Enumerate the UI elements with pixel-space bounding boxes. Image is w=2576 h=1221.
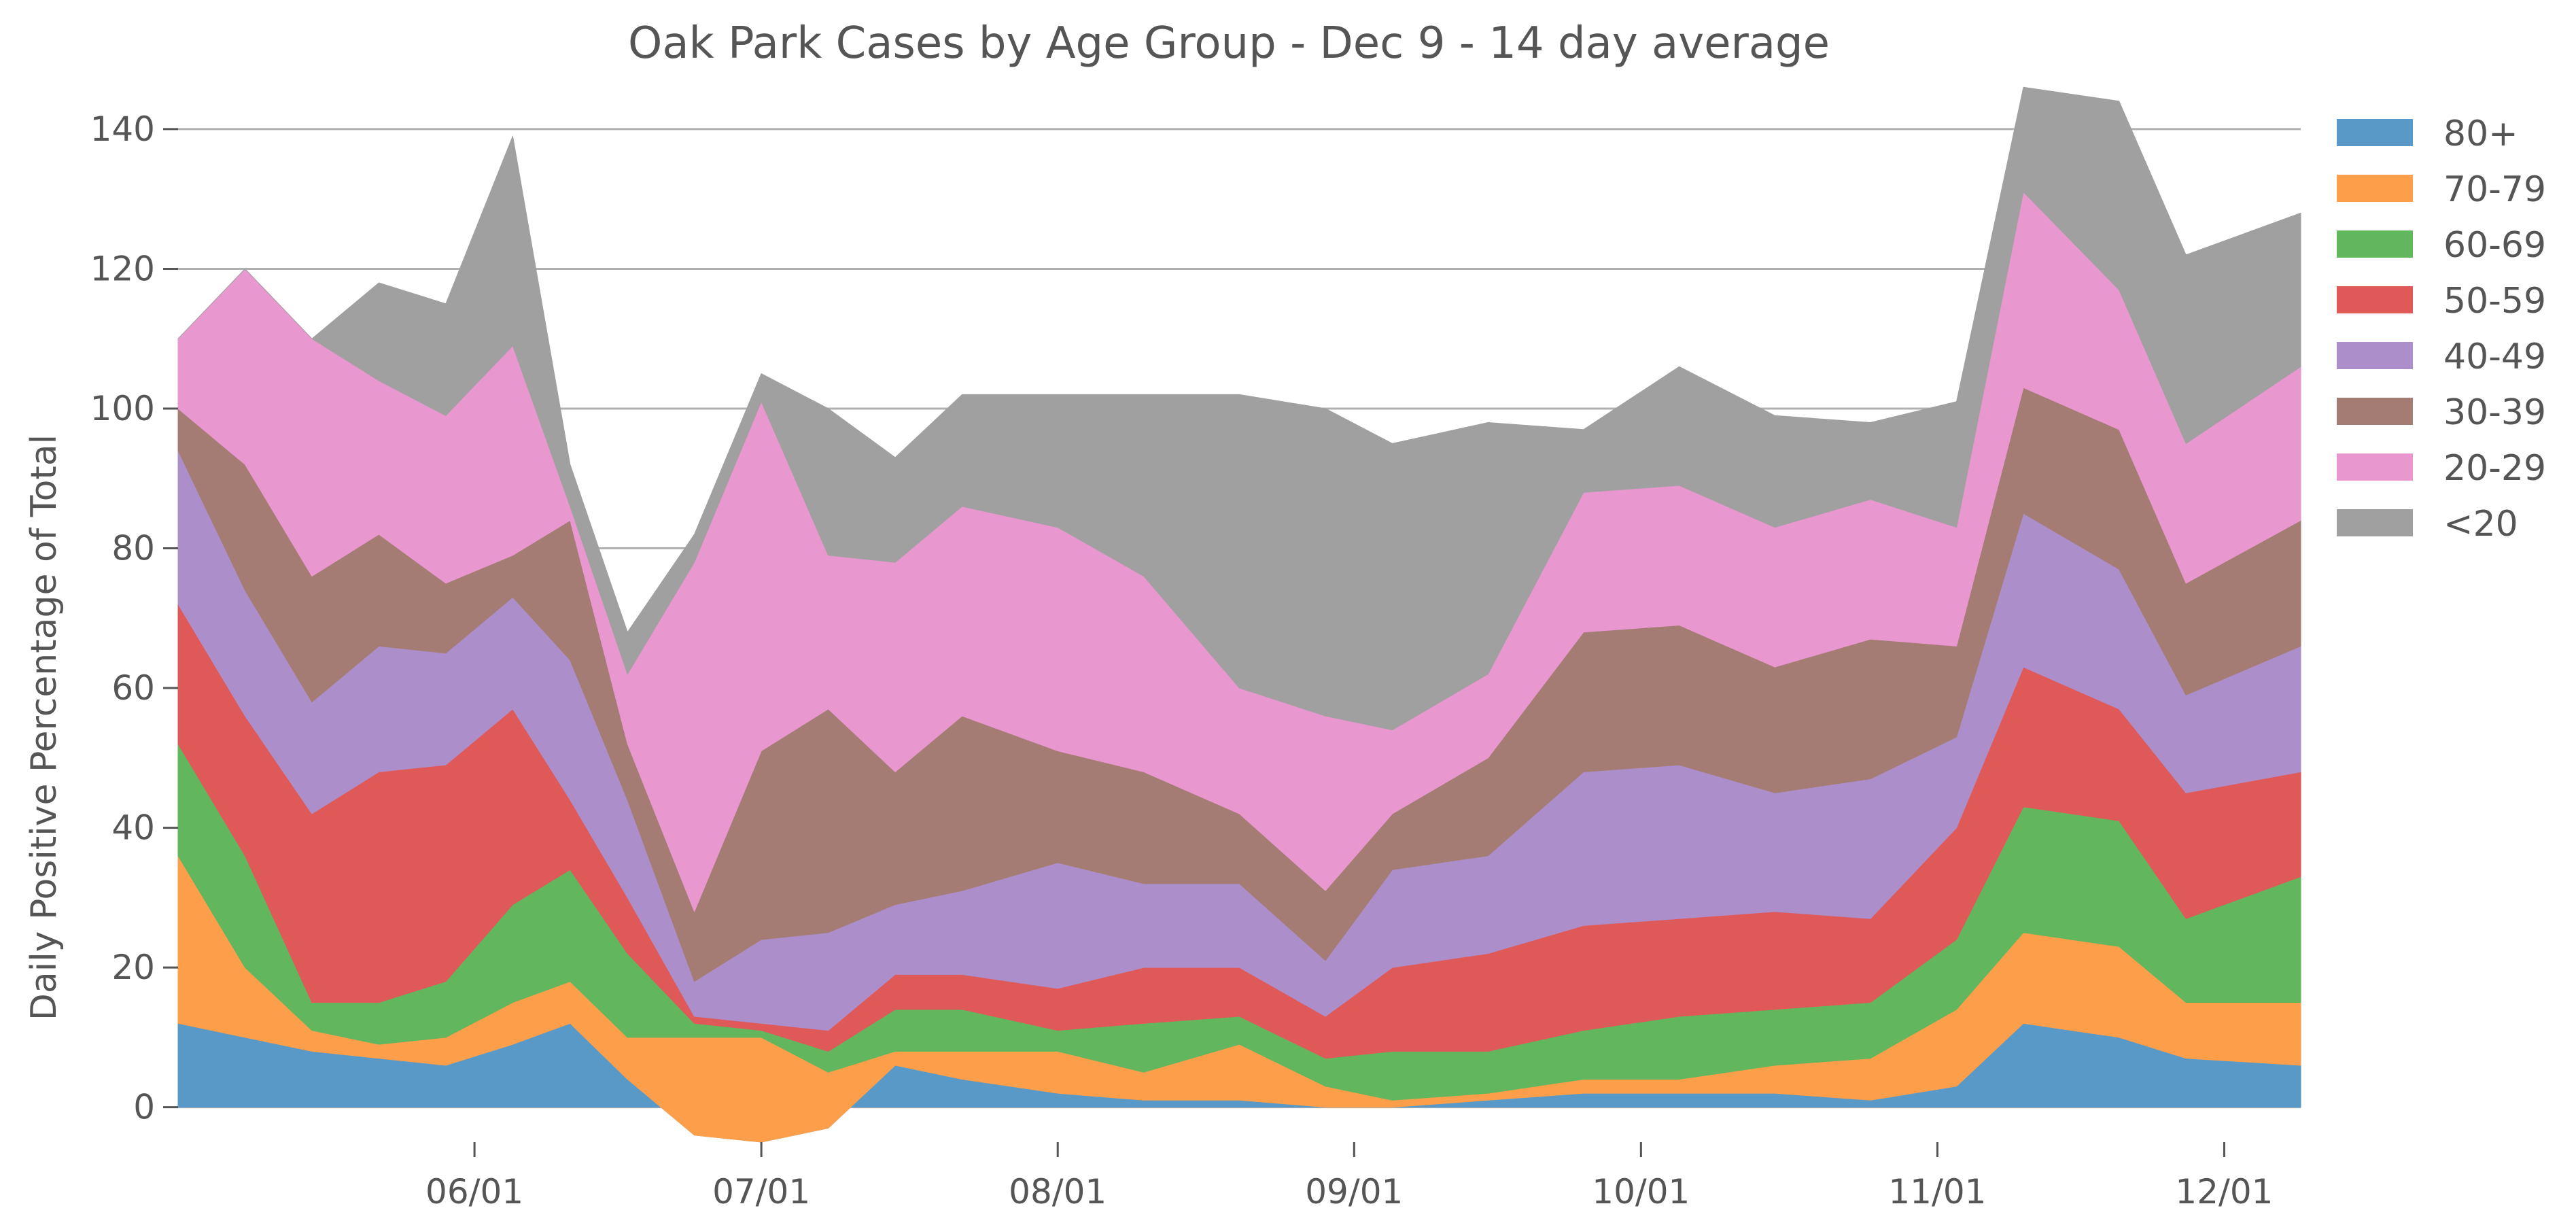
legend-swatch — [2337, 509, 2413, 536]
legend-item-30-39: 30-39 — [2337, 392, 2546, 433]
legend-label: 40-49 — [2443, 337, 2546, 377]
x-tick-label: 11/01 — [1888, 1172, 1986, 1211]
legend-swatch — [2337, 342, 2413, 369]
y-tick-label: 120 — [90, 249, 155, 288]
legend-label: 60-69 — [2443, 225, 2546, 266]
y-tick-label: 100 — [90, 389, 155, 428]
x-tick-label: 12/01 — [2175, 1172, 2273, 1211]
legend-item-50-59: 50-59 — [2337, 281, 2546, 322]
legend-item-20-29: 20-29 — [2337, 448, 2546, 489]
y-tick-label: 0 — [133, 1088, 155, 1127]
chart-legend: 80+ 70-79 60-69 50-59 40-49 30-39 20-29 <20 — [2337, 114, 2546, 545]
legend-item-60-69: 60-69 — [2337, 225, 2546, 266]
stacked-areas — [177, 86, 2301, 1143]
legend-item-80-plus: 80+ — [2337, 114, 2518, 154]
legend-label: 50-59 — [2443, 281, 2546, 322]
legend-label: 20-29 — [2443, 448, 2546, 489]
legend-label: <20 — [2443, 504, 2518, 545]
x-tick-label: 10/01 — [1592, 1172, 1690, 1211]
x-axis-ticks: 06/01 07/01 08/01 09/01 10/01 11/01 12/01 — [425, 1142, 2274, 1211]
legend-swatch — [2337, 119, 2413, 146]
legend-item-70-79: 70-79 — [2337, 169, 2546, 210]
x-tick-label: 08/01 — [1009, 1172, 1107, 1211]
area-under-20 — [177, 86, 2301, 731]
y-tick-label: 140 — [90, 109, 155, 149]
x-tick-label: 06/01 — [425, 1172, 523, 1211]
y-tick-label: 40 — [111, 808, 155, 848]
x-tick-label: 07/01 — [712, 1172, 810, 1211]
legend-item-under-20: <20 — [2337, 504, 2518, 545]
legend-swatch — [2337, 453, 2413, 481]
legend-swatch — [2337, 230, 2413, 258]
legend-label: 70-79 — [2443, 169, 2546, 210]
y-tick-label: 80 — [111, 529, 155, 568]
chart-title: Oak Park Cases by Age Group - Dec 9 - 14… — [628, 18, 1830, 69]
legend-label: 30-39 — [2443, 392, 2546, 433]
legend-item-40-49: 40-49 — [2337, 337, 2546, 377]
x-tick-label: 09/01 — [1305, 1172, 1403, 1211]
legend-swatch — [2337, 398, 2413, 425]
legend-swatch — [2337, 175, 2413, 202]
legend-label: 80+ — [2443, 114, 2518, 154]
legend-swatch — [2337, 286, 2413, 313]
y-tick-label: 20 — [111, 948, 155, 987]
y-axis-ticks: 0 20 40 60 80 100 120 140 — [90, 109, 178, 1127]
y-tick-label: 60 — [111, 668, 155, 708]
y-axis-label: Daily Positive Percentage of Total — [24, 434, 65, 1020]
